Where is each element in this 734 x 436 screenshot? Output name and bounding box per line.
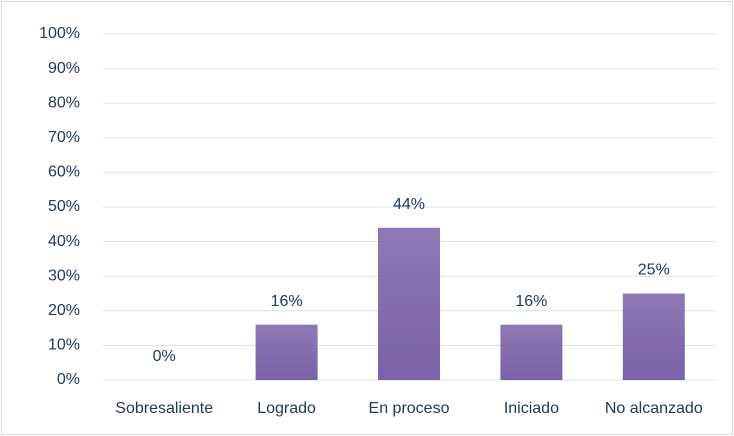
x-tick-label: Sobresaliente (115, 400, 213, 417)
y-tick-label: 90% (48, 60, 80, 77)
x-tick-label: Iniciado (504, 400, 559, 417)
y-tick-label: 10% (48, 337, 80, 354)
data-label: 44% (393, 196, 425, 213)
bar (500, 324, 563, 380)
data-label: 16% (271, 293, 303, 310)
y-tick-label: 30% (48, 267, 80, 284)
x-tick-label: No alcanzado (605, 400, 703, 417)
data-label: 0% (153, 348, 176, 365)
data-label: 16% (515, 293, 547, 310)
y-tick-label: 80% (48, 94, 80, 111)
bar (255, 324, 318, 380)
bar (378, 227, 440, 380)
x-tick-label: Logrado (257, 400, 316, 417)
y-tick-label: 60% (48, 164, 80, 181)
x-tick-label: En proceso (369, 400, 450, 417)
y-tick-label: 40% (48, 233, 80, 250)
data-label: 25% (638, 262, 670, 279)
y-tick-label: 50% (48, 198, 80, 215)
y-tick-label: 100% (39, 25, 80, 42)
bar (622, 293, 685, 380)
y-tick-label: 0% (57, 371, 80, 388)
y-tick-label: 20% (48, 302, 80, 319)
y-tick-label: 70% (48, 129, 80, 146)
